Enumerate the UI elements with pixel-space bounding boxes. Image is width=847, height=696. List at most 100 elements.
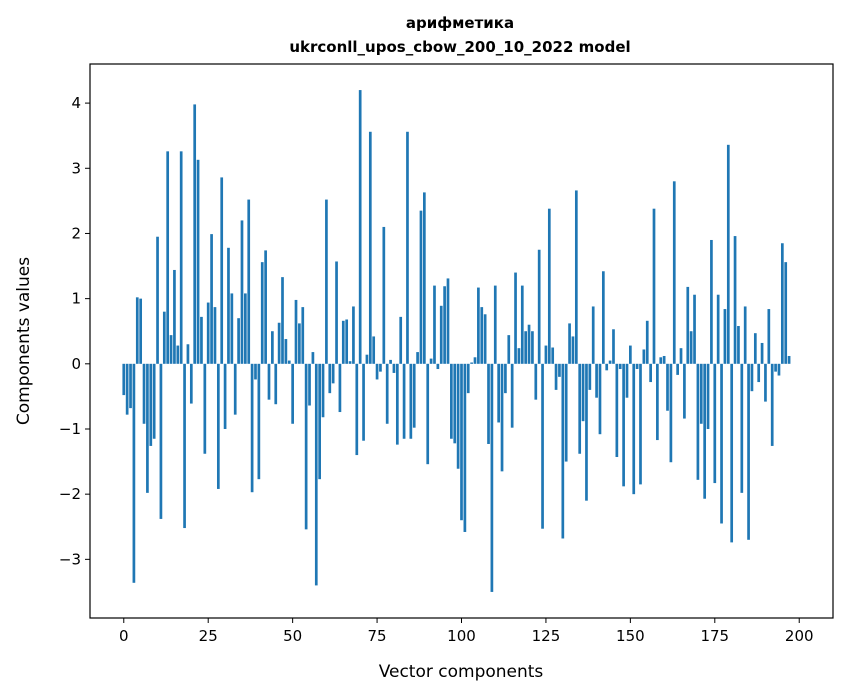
bar-component-14 [169, 335, 173, 364]
bar-component-125 [544, 345, 548, 364]
bar-component-165 [679, 348, 683, 364]
bar-component-115 [510, 363, 514, 428]
bar-component-123 [537, 249, 541, 364]
bar-component-79 [389, 359, 392, 364]
bar-component-134 [574, 190, 578, 364]
bar-component-81 [395, 363, 399, 445]
x-tick-label: 50 [283, 627, 302, 645]
bar-component-129 [558, 363, 561, 377]
bar-component-183 [740, 363, 744, 493]
bar-component-71 [362, 363, 365, 441]
bar-component-59 [321, 363, 325, 418]
bar-component-88 [419, 210, 423, 364]
bar-component-96 [446, 278, 450, 364]
bar-component-111 [497, 363, 500, 423]
bar-component-166 [683, 363, 686, 419]
bar-component-21 [193, 104, 197, 364]
bar-component-4 [135, 297, 139, 364]
bar-component-19 [186, 344, 190, 364]
bar-component-73 [368, 131, 372, 364]
bar-component-54 [304, 363, 308, 530]
bar-component-41 [260, 262, 264, 364]
bar-component-95 [443, 286, 446, 364]
bar-component-186 [750, 363, 754, 392]
bar-component-101 [463, 363, 467, 532]
bar-component-102 [466, 363, 470, 394]
bar-component-110 [493, 285, 497, 364]
bar-component-100 [460, 363, 463, 521]
bar-component-52 [298, 323, 301, 364]
bar-component-78 [385, 363, 389, 424]
bar-component-171 [699, 363, 703, 424]
x-tick-label: 175 [700, 627, 729, 645]
bar-component-151 [632, 363, 636, 495]
bar-component-131 [564, 363, 568, 462]
y-tick-label: 1 [71, 290, 81, 308]
bar-component-1 [125, 363, 129, 415]
bar-component-92 [433, 285, 436, 364]
bar-component-82 [399, 316, 403, 364]
bar-component-16 [176, 345, 180, 364]
bar-component-45 [274, 363, 278, 405]
bar-component-104 [473, 357, 477, 364]
bar-component-67 [348, 361, 352, 364]
bar-component-6 [142, 363, 146, 424]
bar-component-51 [294, 299, 298, 364]
bar-component-192 [770, 363, 774, 446]
bar-component-121 [531, 331, 534, 364]
bar-component-91 [429, 358, 433, 364]
bar-component-178 [723, 309, 727, 364]
bar-component-167 [686, 286, 690, 364]
bar-component-197 [787, 355, 791, 364]
bar-component-191 [767, 309, 771, 364]
bar-component-177 [720, 363, 723, 524]
bar-component-143 [605, 363, 609, 371]
bar-component-184 [743, 306, 747, 364]
bar-component-136 [581, 363, 585, 422]
bar-component-182 [737, 326, 740, 364]
bar-component-169 [693, 294, 696, 364]
bar-component-152 [635, 363, 639, 370]
bar-component-138 [588, 363, 592, 390]
bar-component-109 [490, 363, 494, 592]
bar-component-50 [291, 363, 294, 424]
bar-component-106 [480, 307, 484, 364]
bar-component-147 [618, 363, 622, 370]
x-tick-label: 100 [447, 627, 476, 645]
bar-component-34 [237, 318, 240, 364]
bar-component-64 [338, 363, 342, 413]
bar-component-118 [520, 285, 524, 364]
bar-component-10 [156, 236, 159, 364]
bar-component-103 [470, 362, 473, 364]
y-tick-label: −3 [59, 550, 81, 568]
bar-component-107 [483, 314, 487, 364]
y-tick-label: 2 [71, 224, 81, 242]
bar-component-69 [355, 363, 359, 456]
y-tick-label: 3 [71, 159, 81, 177]
bar-component-77 [382, 226, 386, 364]
chart-title-line-2: ukrconll_upos_cbow_200_10_2022 model [289, 38, 630, 56]
bar-component-90 [426, 363, 430, 465]
bar-component-33 [233, 363, 237, 415]
bar-component-57 [314, 363, 318, 586]
bar-component-38 [250, 363, 254, 493]
bar-component-114 [507, 335, 511, 364]
bar-component-65 [341, 320, 345, 364]
bar-component-55 [308, 363, 311, 406]
bar-component-113 [504, 363, 507, 394]
bar-component-137 [585, 363, 588, 501]
bar-component-189 [760, 342, 764, 364]
bar-component-127 [551, 347, 555, 364]
bar-component-164 [676, 363, 679, 375]
y-tick-label: −1 [59, 420, 81, 438]
bar-component-89 [423, 192, 426, 364]
x-tick-label: 0 [119, 627, 129, 645]
x-axis-label: Vector components [379, 662, 544, 682]
bar-component-9 [152, 363, 156, 439]
bar-component-159 [659, 357, 663, 364]
bar-component-193 [774, 363, 777, 372]
bar-component-32 [230, 293, 234, 364]
bar-component-158 [656, 363, 659, 441]
bar-component-75 [375, 363, 379, 380]
